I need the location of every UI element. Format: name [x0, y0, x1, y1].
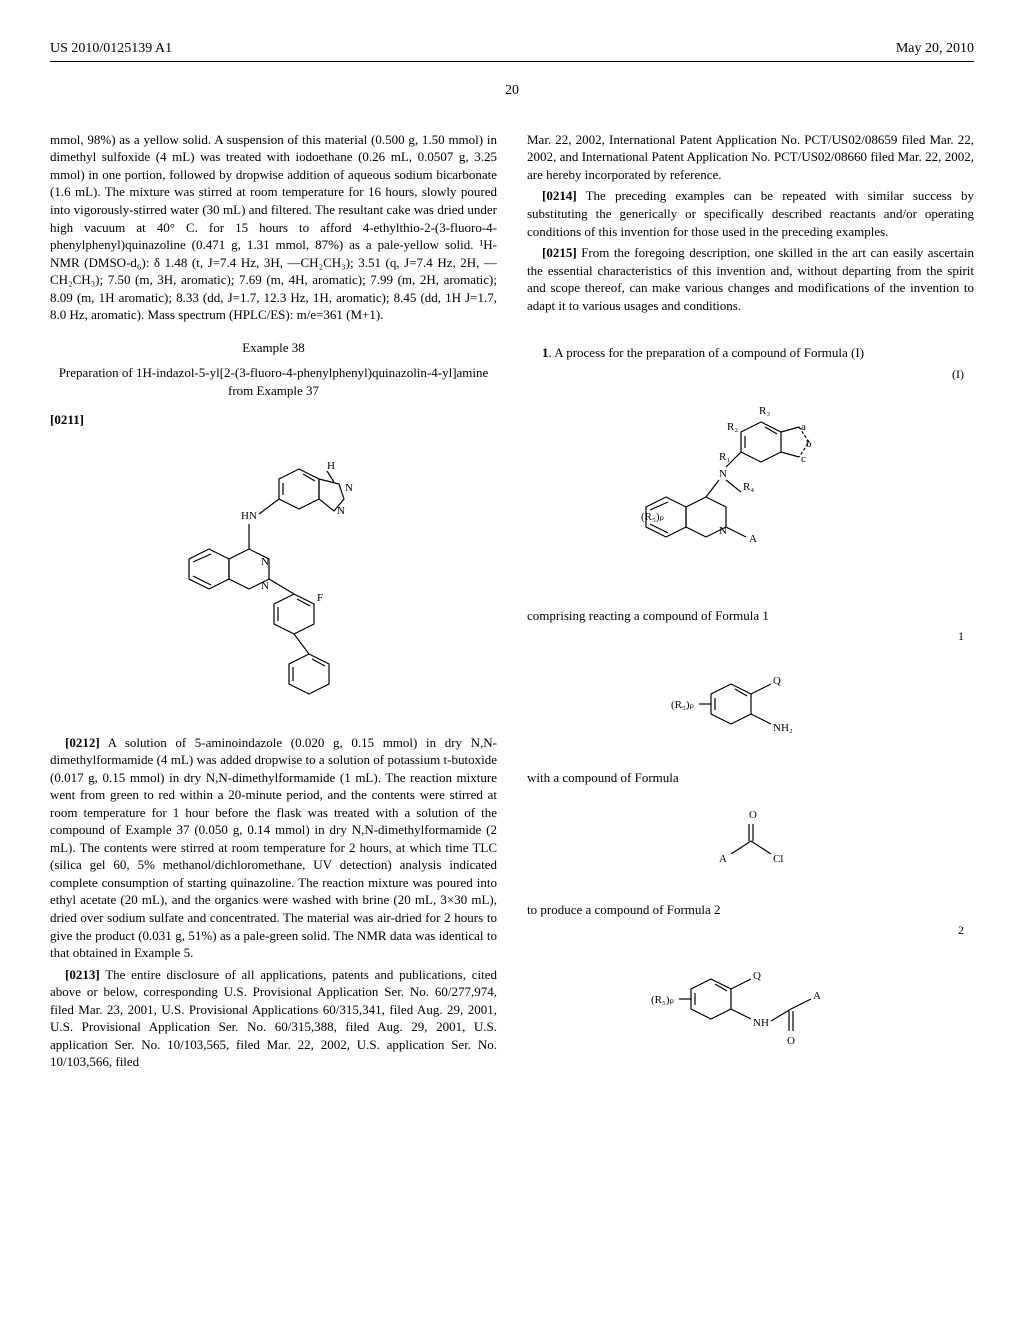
formula-1-label: 1: [958, 628, 964, 644]
continuation-paragraph: mmol, 98%) as a yellow solid. A suspensi…: [50, 131, 497, 324]
claim-1-text: . A process for the preparation of a com…: [549, 345, 865, 360]
svg-text:R₄: R₄: [743, 481, 754, 493]
text-after-formula-I: comprising reacting a compound of Formul…: [527, 607, 974, 625]
para-0215-text: From the foregoing description, one skil…: [527, 245, 974, 313]
example-title: Preparation of 1H-indazol-5-yl[2-(3-fluo…: [50, 364, 497, 399]
svg-text:Cl: Cl: [773, 853, 783, 865]
para-0212-text: A solution of 5-aminoindazole (0.020 g, …: [50, 735, 497, 961]
svg-text:N: N: [345, 482, 353, 494]
svg-text:R₁: R₁: [719, 451, 730, 463]
text-after-formula-1: with a compound of Formula: [527, 769, 974, 787]
svg-text:NH: NH: [753, 1017, 769, 1029]
para-0214-num: [0214]: [542, 188, 577, 203]
svg-text:O: O: [749, 809, 757, 821]
svg-text:O: O: [787, 1035, 795, 1047]
para-0213-num: [0213]: [65, 967, 100, 982]
right-column: Mar. 22, 2002, International Patent Appl…: [527, 131, 974, 1093]
example-heading: Example 38: [50, 339, 497, 357]
left-column: mmol, 98%) as a yellow solid. A suspensi…: [50, 131, 497, 1093]
publication-number: US 2010/0125139 A1: [50, 40, 172, 59]
svg-text:(R₅)ₚ: (R₅)ₚ: [641, 511, 664, 523]
chemical-structure-formula-1: (R₅)ₚ Q NH₂: [527, 664, 974, 749]
svg-text:F: F: [317, 592, 323, 604]
svg-text:NH₂: NH₂: [773, 722, 793, 734]
svg-text:N: N: [719, 468, 727, 480]
svg-text:N: N: [337, 505, 345, 517]
para-0211-num: [0211]: [50, 412, 84, 427]
svg-text:A: A: [719, 853, 727, 865]
svg-text:R₃: R₃: [759, 405, 770, 417]
page-number: 20: [50, 82, 974, 101]
svg-text:(R₅)ₚ: (R₅)ₚ: [651, 994, 674, 1006]
svg-text:A: A: [813, 990, 821, 1002]
chemical-structure-formula-I: R₃ R₂ R₁ a b c N R₄: [527, 402, 974, 587]
para-0213-text: The entire disclosure of all application…: [50, 967, 497, 1070]
continuation-right: Mar. 22, 2002, International Patent Appl…: [527, 131, 974, 184]
svg-text:Q: Q: [753, 970, 761, 982]
svg-text:(R₅)ₚ: (R₅)ₚ: [671, 699, 694, 711]
svg-text:HN: HN: [241, 510, 257, 522]
para-0215-num: [0215]: [542, 245, 577, 260]
svg-text:R₂: R₂: [727, 421, 738, 433]
text-after-acyl: to produce a compound of Formula 2: [527, 901, 974, 919]
formula-I-label: (I): [952, 366, 964, 382]
svg-text:c: c: [801, 453, 806, 465]
publication-date: May 20, 2010: [896, 40, 974, 59]
chemical-structure-acyl-chloride: O A Cl: [527, 806, 974, 881]
formula-2-label: 2: [958, 922, 964, 938]
content-columns: mmol, 98%) as a yellow solid. A suspensi…: [50, 131, 974, 1093]
chemical-structure-example-38: H N N HN N N F: [50, 449, 497, 714]
svg-text:H: H: [327, 460, 335, 472]
chemical-structure-formula-2: (R₅)ₚ Q NH A O: [527, 959, 974, 1074]
svg-text:N: N: [719, 525, 727, 537]
svg-text:N: N: [261, 580, 269, 592]
para-0214-text: The preceding examples can be repeated w…: [527, 188, 974, 238]
svg-text:Q: Q: [773, 675, 781, 687]
page-header: US 2010/0125139 A1 May 20, 2010: [50, 40, 974, 62]
svg-text:A: A: [749, 533, 757, 545]
svg-text:N: N: [261, 556, 269, 568]
para-0212-num: [0212]: [65, 735, 100, 750]
